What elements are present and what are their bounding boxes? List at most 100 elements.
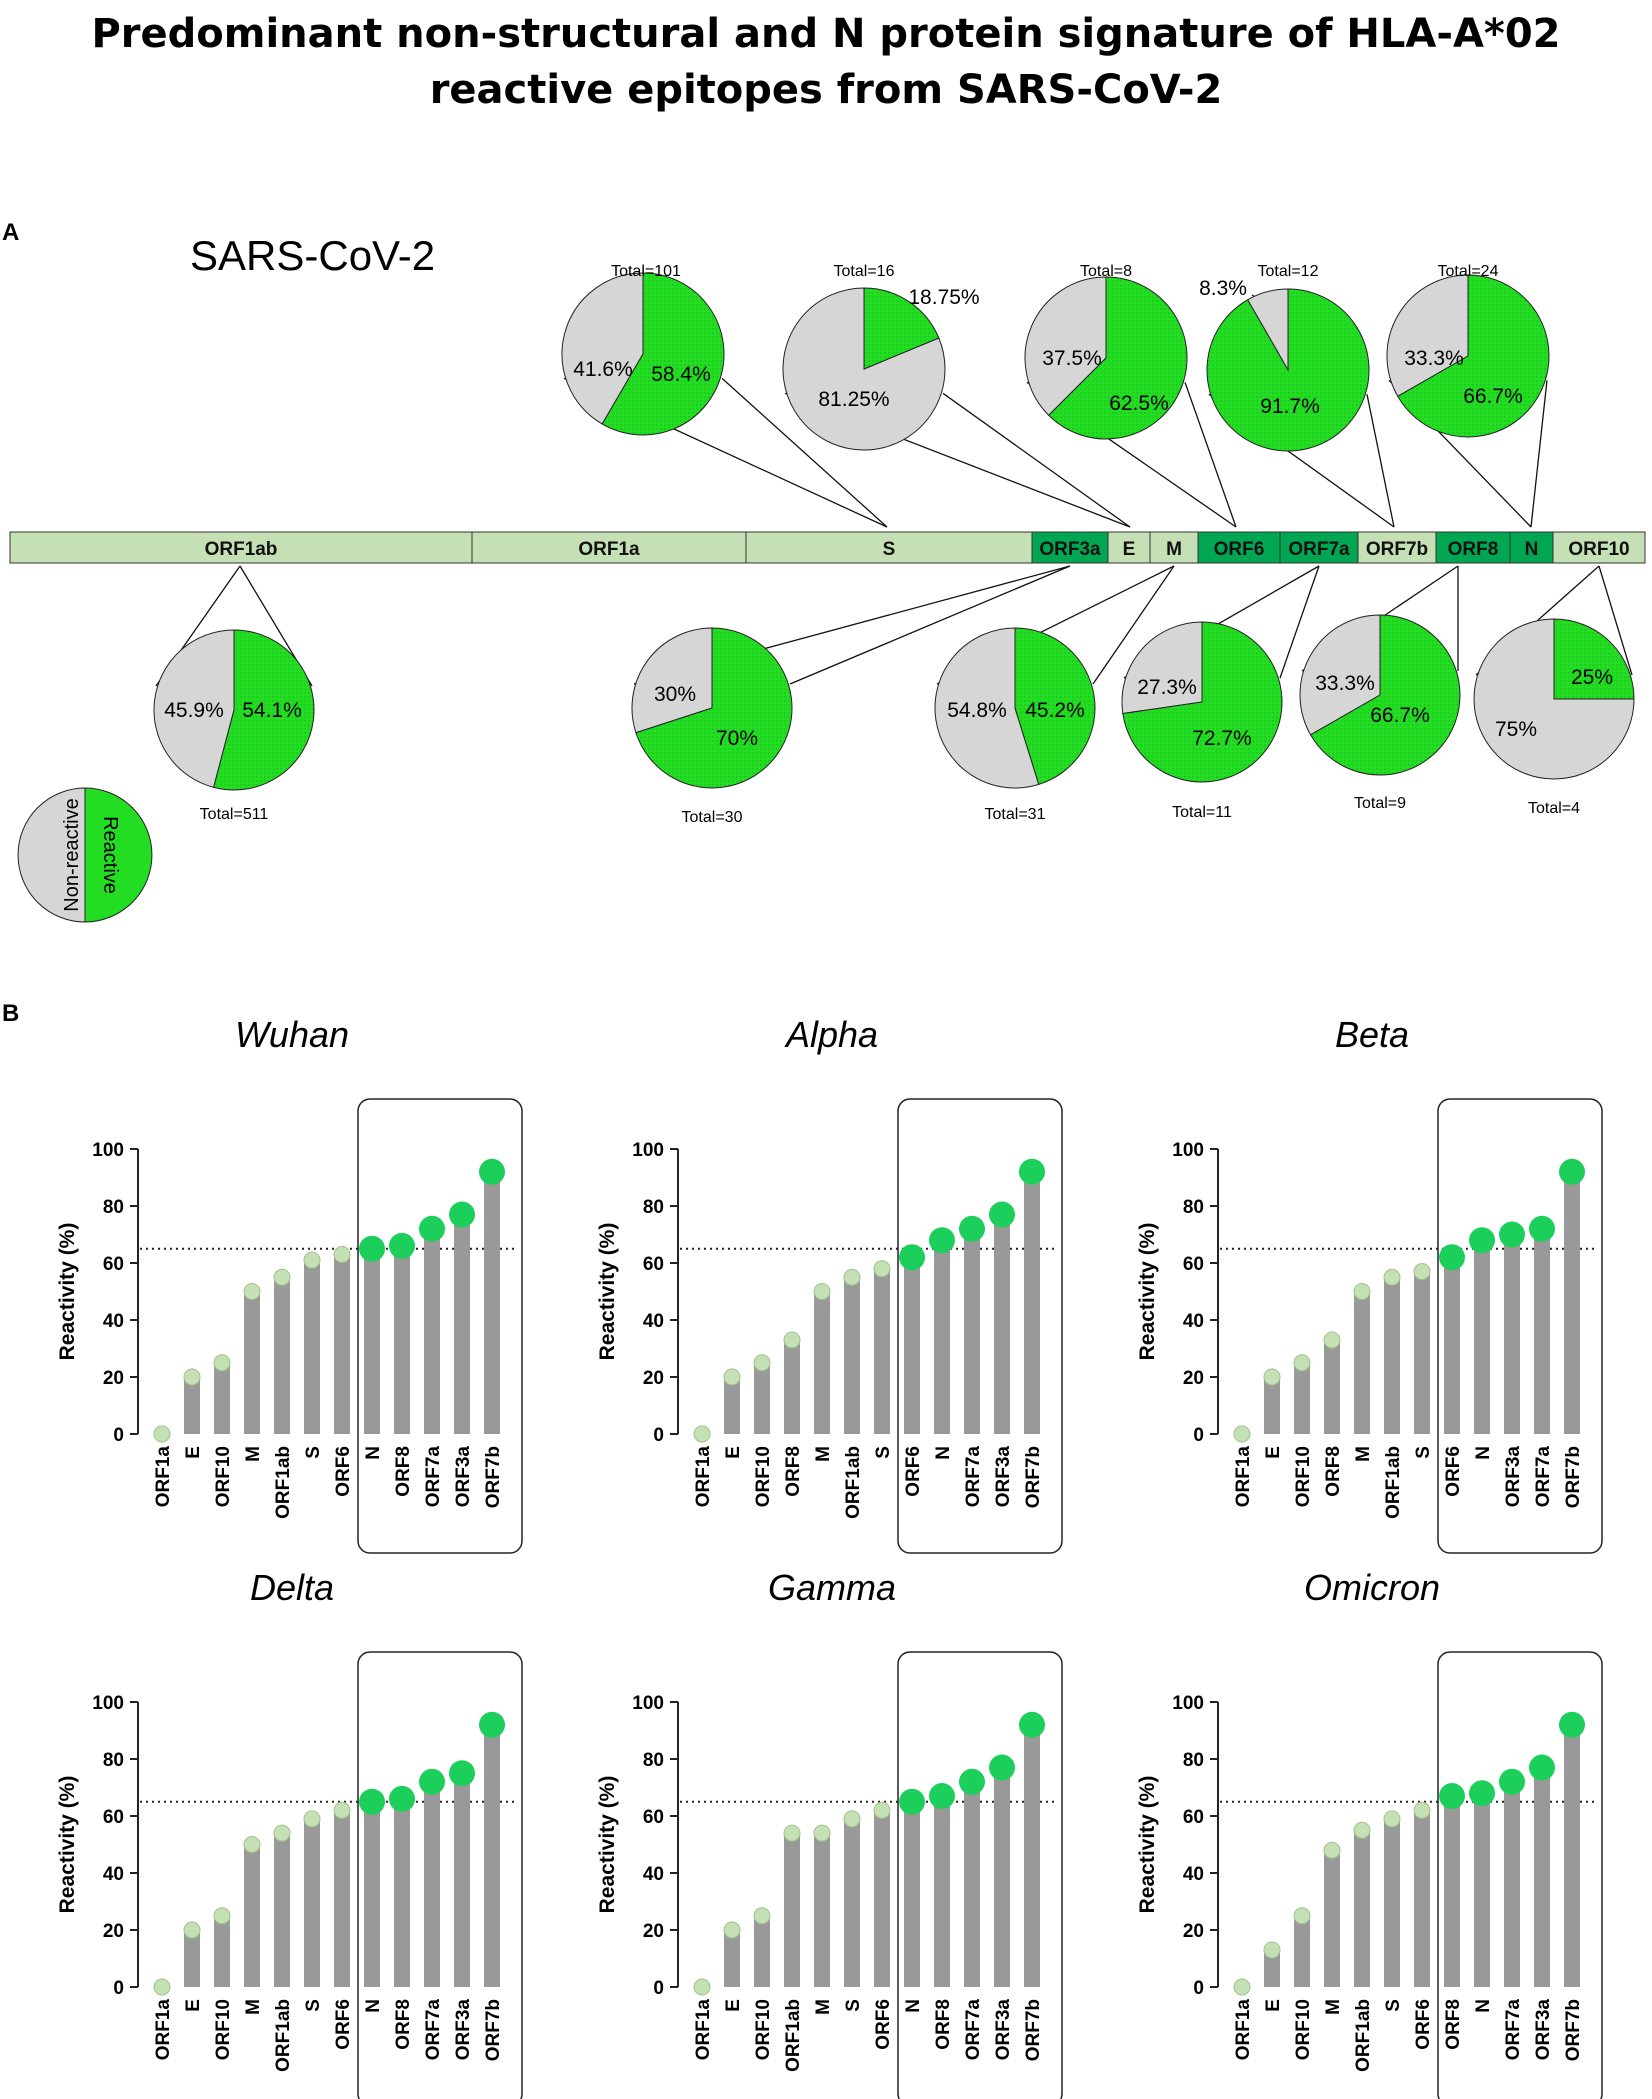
bar-gamma-orf7b xyxy=(1024,1724,1040,1987)
highlight-box-delta xyxy=(357,1651,523,2099)
dot-alpha-orf7a xyxy=(959,1215,985,1242)
pie-n-reactive-slice xyxy=(1397,274,1550,438)
x-tick-label-delta-orf1ab: ORF1ab xyxy=(273,1999,294,2072)
connector-orf7a-right xyxy=(1366,394,1395,528)
bar-gamma-orf6 xyxy=(874,1810,890,1987)
pie-orf7a-reactive-label: 91.7% xyxy=(1260,395,1320,418)
bar-gamma-orf8 xyxy=(934,1796,950,1987)
bar-alpha-orf3a xyxy=(994,1214,1010,1434)
dot-beta-orf8 xyxy=(1323,1331,1341,1349)
bar-gamma-m xyxy=(814,1833,830,1987)
dot-beta-orf3a xyxy=(1499,1221,1525,1248)
x-tick-label-omicron-orf10: ORF10 xyxy=(1293,1999,1314,2060)
bar-beta-orf8 xyxy=(1324,1339,1340,1434)
dot-omicron-orf1a xyxy=(1233,1978,1251,1996)
dot-omicron-orf8 xyxy=(1439,1783,1465,1810)
bar-charts: Wuhan 0 20 40 60 80 100 Reactivity (%) ORF1a E ORF… xyxy=(56,1014,1603,2099)
connector-s-right xyxy=(942,392,1131,528)
x-tick-label-omicron-orf6: ORF6 xyxy=(1413,1999,1434,2050)
bar-wuhan-e xyxy=(184,1377,200,1434)
x-tick-label-delta-orf10: ORF10 xyxy=(213,1999,234,2060)
dot-omicron-orf7a xyxy=(1499,1768,1525,1795)
dot-gamma-e xyxy=(723,1921,741,1939)
legend-reactive-label: Reactive xyxy=(99,816,121,894)
bar-alpha-orf7a xyxy=(964,1228,980,1434)
dot-wuhan-e xyxy=(183,1368,201,1386)
pie-orf10-non-reactive-label: 75% xyxy=(1495,718,1537,741)
y-axis-label-omicron: Reactivity (%) xyxy=(1136,1776,1159,1914)
chart-title-delta: Delta xyxy=(250,1567,334,1608)
bar-wuhan-orf3a xyxy=(454,1214,470,1434)
pie-m-reactive-label: 45.2% xyxy=(1025,699,1085,722)
x-tick-label-beta-orf7a: ORF7a xyxy=(1533,1446,1554,1508)
y-tick-label-wuhan: 20 xyxy=(103,1368,124,1389)
pie-n-non-reactive-slice xyxy=(1386,274,1469,398)
bar-wuhan-orf1ab xyxy=(274,1277,290,1434)
x-tick-label-alpha-n: N xyxy=(933,1446,954,1460)
y-tick-label-omicron: 20 xyxy=(1183,1921,1204,1942)
genome-label-n: N xyxy=(1525,539,1539,560)
y-tick-label-gamma: 80 xyxy=(643,1750,664,1771)
x-tick-label-wuhan-orf1ab: ORF1ab xyxy=(273,1446,294,1519)
connector-orf1a-right xyxy=(721,377,888,528)
pie-orf6: 27.3% 72.7% Total=11 xyxy=(1121,621,1283,821)
bar-alpha-s xyxy=(874,1268,890,1434)
x-tick-label-wuhan-e: E xyxy=(183,1446,204,1459)
x-tick-label-wuhan-orf7b: ORF7b xyxy=(483,1446,504,1508)
y-tick-label-alpha: 0 xyxy=(653,1425,664,1446)
x-tick-label-wuhan-m: M xyxy=(243,1446,264,1462)
dot-gamma-orf1ab xyxy=(783,1824,801,1842)
dot-beta-orf6 xyxy=(1439,1244,1465,1271)
x-tick-label-omicron-orf1a: ORF1a xyxy=(1233,1999,1254,2061)
pie-orf1a: 41.6% 58.4% Total=101 xyxy=(561,263,725,436)
bar-chart-wuhan: Wuhan 0 20 40 60 80 100 Reactivity (%) ORF1a E ORF… xyxy=(56,1014,523,1554)
pie-n-reactive-label: 66.7% xyxy=(1463,385,1523,408)
bar-beta-orf3a xyxy=(1504,1234,1520,1434)
x-tick-label-gamma-n: N xyxy=(903,1999,924,2013)
pie-orf1a-non-reactive-slice xyxy=(561,272,644,425)
legend-non-reactive-label: Non-reactive xyxy=(61,798,83,911)
bar-alpha-orf10 xyxy=(754,1362,770,1434)
dot-beta-orf1a xyxy=(1233,1425,1251,1443)
x-tick-label-wuhan-orf10: ORF10 xyxy=(213,1446,234,1507)
x-tick-label-delta-s: S xyxy=(303,1999,324,2012)
bar-chart-delta: Delta 0 20 40 60 80 100 Reactivity (%) ORF1a E ORF… xyxy=(56,1567,523,2099)
y-tick-label-gamma: 100 xyxy=(632,1693,664,1714)
dot-delta-orf3a xyxy=(449,1760,475,1787)
x-tick-label-delta-m: M xyxy=(243,1999,264,2015)
genome-segment-orf7b xyxy=(1357,531,1437,564)
genome-segment-orf8 xyxy=(1435,531,1511,564)
dot-alpha-orf8 xyxy=(783,1331,801,1349)
x-tick-label-gamma-orf1ab: ORF1ab xyxy=(783,1999,804,2072)
dot-gamma-orf1a xyxy=(693,1978,711,1996)
bar-chart-beta: Beta 0 20 40 60 80 100 Reactivity (%) ORF1a E ORF1… xyxy=(1136,1014,1603,1554)
dot-omicron-orf7b xyxy=(1559,1711,1585,1738)
bar-wuhan-orf10 xyxy=(214,1362,230,1434)
x-tick-label-alpha-m: M xyxy=(813,1446,834,1462)
x-tick-label-omicron-orf1ab: ORF1ab xyxy=(1353,1999,1374,2072)
bar-alpha-orf6 xyxy=(904,1257,920,1434)
y-axis-label-delta: Reactivity (%) xyxy=(56,1776,79,1914)
bar-alpha-e xyxy=(724,1377,740,1434)
dot-delta-orf7b xyxy=(479,1711,505,1738)
pie-orf8-non-reactive-slice xyxy=(1299,614,1381,736)
dot-gamma-orf10 xyxy=(753,1907,771,1925)
pie-orf7a-non-reactive-label: 8.3% xyxy=(1199,277,1247,300)
bar-wuhan-m xyxy=(244,1291,260,1434)
highlight-box-alpha xyxy=(897,1098,1063,1554)
genome-label-m: M xyxy=(1166,539,1182,560)
pie-s-reactive-slice xyxy=(863,287,940,370)
x-tick-label-beta-orf1ab: ORF1ab xyxy=(1383,1446,1404,1519)
pie-s-non-reactive-label: 81.25% xyxy=(818,388,889,411)
y-tick-label-delta: 20 xyxy=(103,1921,124,1942)
bar-beta-orf6 xyxy=(1444,1257,1460,1434)
x-tick-label-gamma-s: S xyxy=(843,1999,864,2012)
y-tick-label-gamma: 60 xyxy=(643,1807,664,1828)
connector-e-right xyxy=(1184,382,1237,528)
y-tick-label-omicron: 80 xyxy=(1183,1750,1204,1771)
pie-orf8-non-reactive-label: 33.3% xyxy=(1315,672,1375,695)
dot-wuhan-s xyxy=(303,1251,321,1269)
pie-orf8-reactive-slice xyxy=(1309,614,1461,776)
y-tick-label-gamma: 20 xyxy=(643,1921,664,1942)
x-tick-label-delta-e: E xyxy=(183,1999,204,2012)
